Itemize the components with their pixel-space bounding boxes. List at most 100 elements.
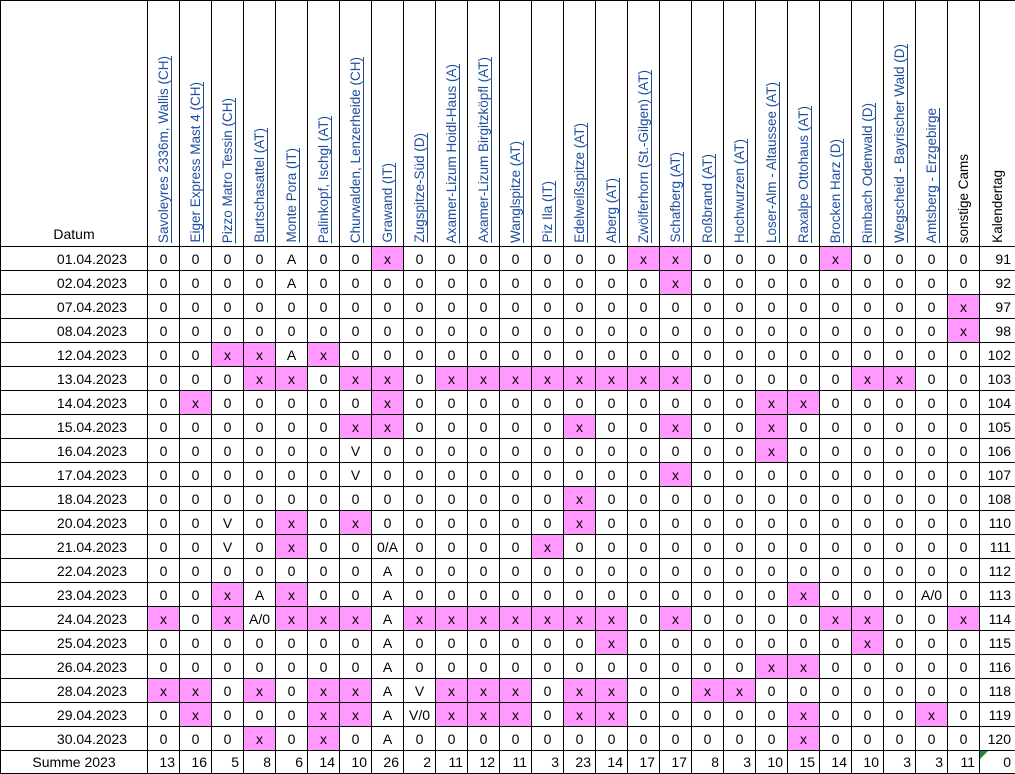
status-cell[interactable]: 0 [628,631,660,655]
status-cell[interactable]: V [340,439,372,463]
status-cell[interactable]: 0 [596,559,628,583]
status-cell[interactable]: 0 [180,583,212,607]
status-cell[interactable]: 0 [884,655,916,679]
status-cell[interactable]: 0 [468,655,500,679]
calendar-day-cell[interactable]: 116 [980,655,1015,679]
status-cell[interactable]: 0 [340,391,372,415]
status-cell[interactable]: 0 [916,655,948,679]
status-cell[interactable]: x [276,511,308,535]
status-cell[interactable]: 0 [628,295,660,319]
status-cell[interactable]: 0 [436,343,468,367]
status-cell[interactable]: 0 [340,655,372,679]
status-cell[interactable]: 0 [244,463,276,487]
status-cell[interactable]: 0 [948,583,980,607]
status-cell[interactable]: x [212,343,244,367]
webcam-link[interactable]: Axamer-Lizum Hoidl-Haus (A) [444,61,460,243]
status-cell[interactable]: 0 [532,679,564,703]
status-cell[interactable]: 0 [916,511,948,535]
status-cell[interactable]: 0 [724,391,756,415]
status-cell[interactable]: 0 [788,487,820,511]
status-cell[interactable]: 0 [820,631,852,655]
webcam-link[interactable]: Monte Pora (IT) [284,145,300,243]
status-cell[interactable]: x [660,247,692,271]
status-cell[interactable]: 0 [884,487,916,511]
status-cell[interactable]: 0 [756,271,788,295]
status-cell[interactable]: 0 [852,271,884,295]
status-cell[interactable]: 0 [500,583,532,607]
status-cell[interactable]: x [564,367,596,391]
status-cell[interactable]: 0 [660,343,692,367]
status-cell[interactable]: 0 [532,559,564,583]
status-cell[interactable]: x [436,703,468,727]
status-cell[interactable]: 0 [692,319,724,343]
status-cell[interactable]: x [308,679,340,703]
date-cell[interactable]: 12.04.2023 [1,343,148,367]
status-cell[interactable]: 0 [532,727,564,751]
status-cell[interactable]: x [436,607,468,631]
status-cell[interactable]: x [852,607,884,631]
status-cell[interactable]: 0 [244,271,276,295]
status-cell[interactable]: 0 [596,319,628,343]
status-cell[interactable]: 0 [500,295,532,319]
webcam-link[interactable]: Pizzo Matro Tessin (CH) [220,95,236,243]
sum-cell[interactable]: 5 [212,751,244,774]
status-cell[interactable]: 0 [372,487,404,511]
status-cell[interactable]: 0 [500,319,532,343]
status-cell[interactable]: 0 [948,727,980,751]
status-cell[interactable]: 0 [820,559,852,583]
status-cell[interactable]: 0 [532,583,564,607]
status-cell[interactable]: 0 [212,559,244,583]
status-cell[interactable]: 0 [404,319,436,343]
status-cell[interactable]: 0 [596,583,628,607]
status-cell[interactable]: x [180,391,212,415]
status-cell[interactable]: 0 [500,439,532,463]
calendar-day-cell[interactable]: 103 [980,367,1015,391]
status-cell[interactable]: 0 [884,271,916,295]
status-cell[interactable]: 0 [468,583,500,607]
status-cell[interactable]: 0 [788,247,820,271]
webcam-column-header[interactable]: Savoleyres 2336m, Wallis (CH) [148,1,180,247]
status-cell[interactable]: 0 [820,535,852,559]
status-cell[interactable]: 0 [244,391,276,415]
status-cell[interactable]: 0 [724,607,756,631]
status-cell[interactable]: x [404,607,436,631]
status-cell[interactable]: 0 [692,367,724,391]
status-cell[interactable]: 0 [660,631,692,655]
status-cell[interactable]: 0 [180,535,212,559]
status-cell[interactable]: 0 [788,343,820,367]
status-cell[interactable]: 0 [692,727,724,751]
webcam-column-header[interactable]: Pizzo Matro Tessin (CH) [212,1,244,247]
status-cell[interactable]: 0 [820,343,852,367]
status-cell[interactable]: 0 [564,343,596,367]
status-cell[interactable]: 0 [148,583,180,607]
status-cell[interactable]: 0 [276,655,308,679]
status-cell[interactable]: 0 [852,295,884,319]
webcam-column-header[interactable]: Brocken Harz (D) [820,1,852,247]
status-cell[interactable]: 0 [852,535,884,559]
status-cell[interactable]: 0 [660,703,692,727]
date-cell[interactable]: 30.04.2023 [1,727,148,751]
status-cell[interactable]: 0 [852,727,884,751]
status-cell[interactable]: 0 [436,271,468,295]
status-cell[interactable]: 0 [276,487,308,511]
status-cell[interactable]: 0 [660,679,692,703]
webcam-link[interactable]: Palinkopf, Ischgl (AT) [316,113,332,243]
status-cell[interactable]: 0 [596,343,628,367]
status-cell[interactable]: 0 [948,247,980,271]
status-cell[interactable]: x [564,511,596,535]
status-cell[interactable]: A [372,631,404,655]
status-cell[interactable]: 0 [436,559,468,583]
status-cell[interactable]: 0 [628,319,660,343]
status-cell[interactable]: 0 [692,295,724,319]
status-cell[interactable]: 0 [692,439,724,463]
status-cell[interactable]: 0 [660,487,692,511]
status-cell[interactable]: 0 [852,583,884,607]
calendar-day-cell[interactable]: 106 [980,439,1015,463]
status-cell[interactable]: V/0 [404,703,436,727]
status-cell[interactable]: 0 [212,655,244,679]
status-cell[interactable]: 0 [276,463,308,487]
status-cell[interactable]: 0 [756,583,788,607]
status-cell[interactable]: 0 [628,343,660,367]
status-cell[interactable]: 0 [308,439,340,463]
webcam-link[interactable]: Churwalden, Lenzerheide (CH) [348,54,364,243]
